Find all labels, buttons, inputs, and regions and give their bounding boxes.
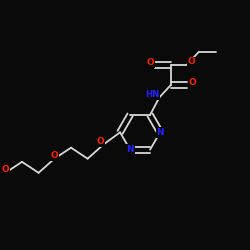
Text: N: N (156, 128, 164, 137)
Text: O: O (188, 57, 195, 66)
Text: N: N (126, 145, 134, 154)
Text: O: O (188, 78, 196, 87)
Text: O: O (146, 58, 154, 67)
Text: O: O (50, 151, 58, 160)
Text: O: O (97, 137, 104, 146)
Text: O: O (2, 166, 9, 174)
Text: HN: HN (145, 90, 159, 99)
